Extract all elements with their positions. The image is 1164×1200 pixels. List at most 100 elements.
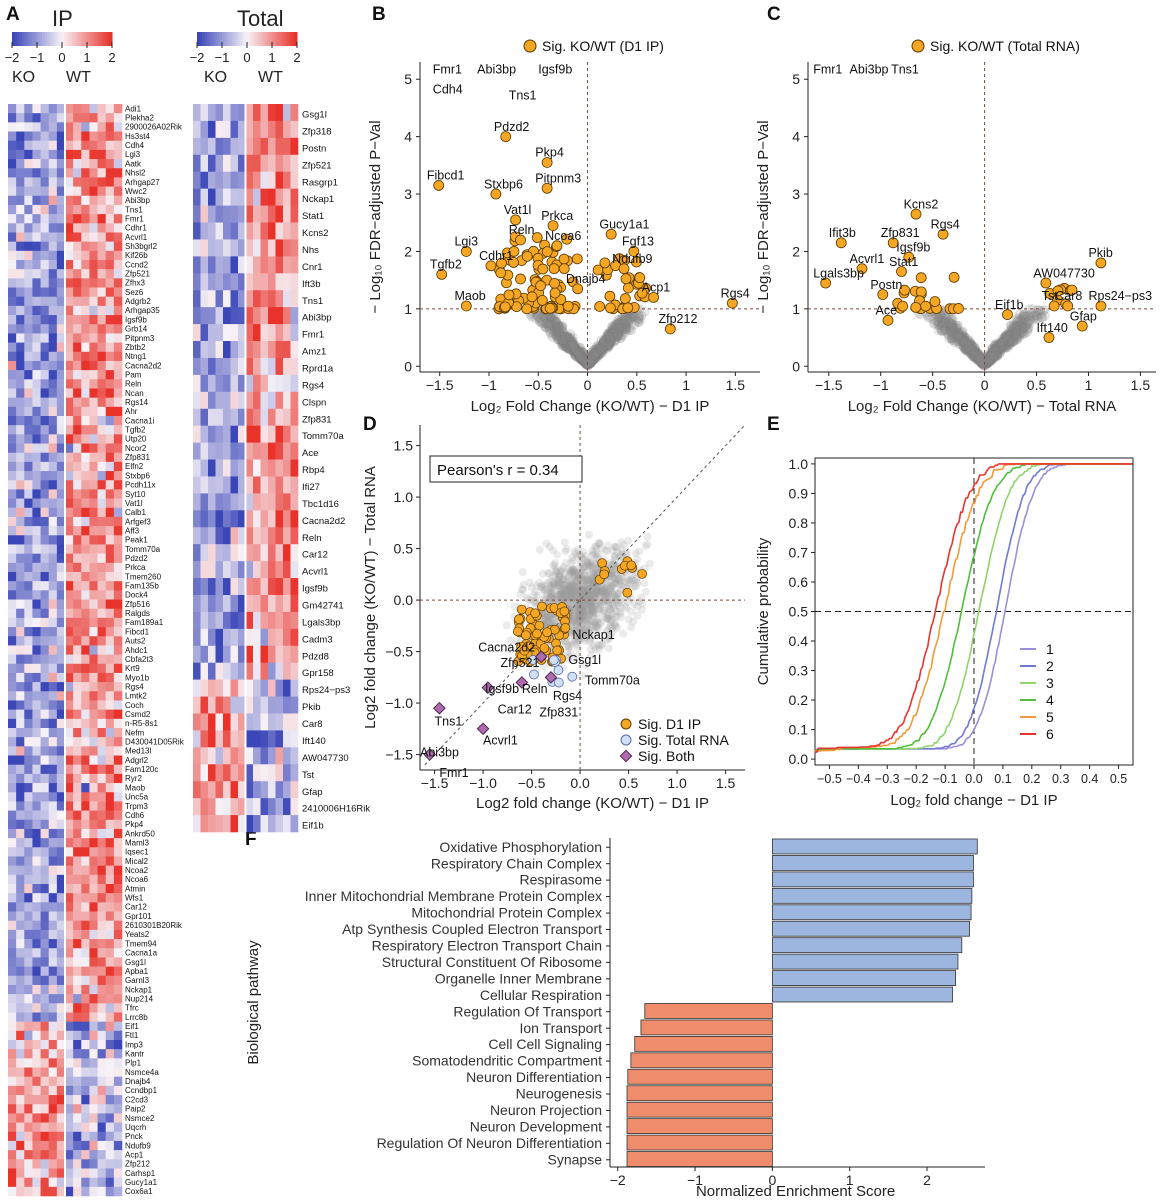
significant-gene-point xyxy=(558,253,570,265)
heatmap-cell xyxy=(56,691,66,701)
group-label-wt: WT xyxy=(66,69,91,86)
background-gene-point xyxy=(602,339,613,350)
heatmap-cell xyxy=(97,443,107,454)
heatmap-cell xyxy=(16,819,25,830)
heatmap-cell xyxy=(48,131,58,142)
heatmap-cell xyxy=(48,828,58,839)
heatmap-cell xyxy=(48,590,58,600)
heatmap-cell xyxy=(40,397,50,408)
heatmap-cell xyxy=(40,131,50,142)
heatmap-cell xyxy=(260,459,269,477)
heatmap-cell xyxy=(16,590,25,600)
heatmap-cell xyxy=(89,929,98,940)
background-gene-point xyxy=(602,329,613,340)
heatmap-cell xyxy=(230,544,239,562)
x-tick-label: 0 xyxy=(981,377,989,393)
heatmap-cell xyxy=(97,874,107,885)
background-gene-point xyxy=(595,342,606,353)
heatmap-cell xyxy=(275,510,284,528)
background-gene-point xyxy=(567,340,578,351)
heatmap-cell xyxy=(81,333,90,343)
heatmap-cell xyxy=(56,783,66,793)
background-gene-point xyxy=(566,340,577,351)
heatmap-gene-label: Car12 xyxy=(302,550,328,561)
heatmap-cell xyxy=(223,781,231,799)
heatmap-cell xyxy=(48,305,58,316)
heatmap-cell xyxy=(48,489,58,499)
background-gene-point xyxy=(574,347,585,358)
heatmap-cell xyxy=(223,290,231,308)
heatmap-cell xyxy=(56,700,66,710)
background-gene-point xyxy=(600,335,611,346)
heatmap-cell xyxy=(8,617,17,628)
heatmap-cell xyxy=(200,594,209,613)
heatmap-cell xyxy=(81,819,90,830)
heatmap-cell xyxy=(56,214,66,224)
colorbar-swatch xyxy=(249,32,253,46)
heatmap-cell xyxy=(290,357,299,376)
heatmap-cell xyxy=(73,342,82,353)
heatmap-cell xyxy=(105,443,115,454)
background-gene-point xyxy=(598,343,609,354)
background-gene-point xyxy=(588,349,599,360)
heatmap-cell xyxy=(48,204,58,215)
heatmap-cell xyxy=(40,269,50,279)
heatmap-cell xyxy=(105,1122,115,1133)
heatmap-cell xyxy=(238,442,246,460)
heatmap-cell xyxy=(260,408,269,426)
gene-label: Car8 xyxy=(1055,289,1082,303)
background-gene-point xyxy=(585,356,596,367)
gene-label: Gfap xyxy=(1070,309,1097,323)
heatmap-cell xyxy=(32,865,41,876)
background-gene-point xyxy=(576,347,587,358)
heatmap-cell xyxy=(200,290,209,308)
background-gene-point xyxy=(572,346,583,357)
heatmap-cell xyxy=(40,902,50,912)
background-gene-point xyxy=(574,352,585,363)
heatmap-cell xyxy=(230,747,239,765)
heatmap-cell xyxy=(200,561,209,579)
heatmap-cell xyxy=(32,204,41,215)
heatmap-cell xyxy=(56,755,66,766)
heatmap-cell xyxy=(56,709,66,720)
heatmap-cell xyxy=(24,342,33,353)
heatmap-cell xyxy=(56,526,66,536)
heatmap-cell xyxy=(16,838,25,848)
heatmap-cell xyxy=(24,324,33,334)
heatmap-cell xyxy=(113,149,123,160)
heatmap-cell xyxy=(48,379,58,389)
background-gene-point xyxy=(589,353,600,364)
heatmap-cell xyxy=(268,408,276,426)
background-gene-point xyxy=(571,343,582,354)
heatmap-cell xyxy=(24,617,33,628)
heatmap-cell xyxy=(65,324,74,334)
heatmap-cell xyxy=(40,617,50,628)
heatmap-cell xyxy=(89,608,98,619)
heatmap-cell xyxy=(16,718,25,729)
heatmap-gene-label: Lgals3bp xyxy=(302,617,341,628)
background-gene-point xyxy=(553,329,564,340)
heatmap-cell xyxy=(56,792,66,802)
heatmap-cell xyxy=(56,636,66,646)
heatmap-cell xyxy=(73,1140,82,1151)
heatmap-cell xyxy=(89,902,98,912)
heatmap-cell xyxy=(105,305,115,316)
background-gene-point xyxy=(546,313,557,324)
heatmap-cell xyxy=(56,617,66,628)
heatmap-cell xyxy=(65,388,74,398)
background-gene-point xyxy=(598,337,609,348)
heatmap-cell xyxy=(24,562,33,573)
background-gene-point xyxy=(623,312,634,323)
background-gene-point xyxy=(577,355,588,366)
heatmap-cell xyxy=(97,269,107,279)
heatmap-cell xyxy=(40,379,50,389)
heatmap-cell xyxy=(193,459,201,477)
background-gene-point xyxy=(636,311,647,322)
heatmap-cell xyxy=(97,351,107,362)
heatmap-cell xyxy=(40,627,50,637)
heatmap-cell xyxy=(48,186,58,197)
heatmap-cell xyxy=(73,737,82,747)
heatmap-cell xyxy=(97,828,107,839)
heatmap-gene-label: Cox6a1 xyxy=(125,1187,153,1196)
heatmap-cell xyxy=(89,948,98,958)
